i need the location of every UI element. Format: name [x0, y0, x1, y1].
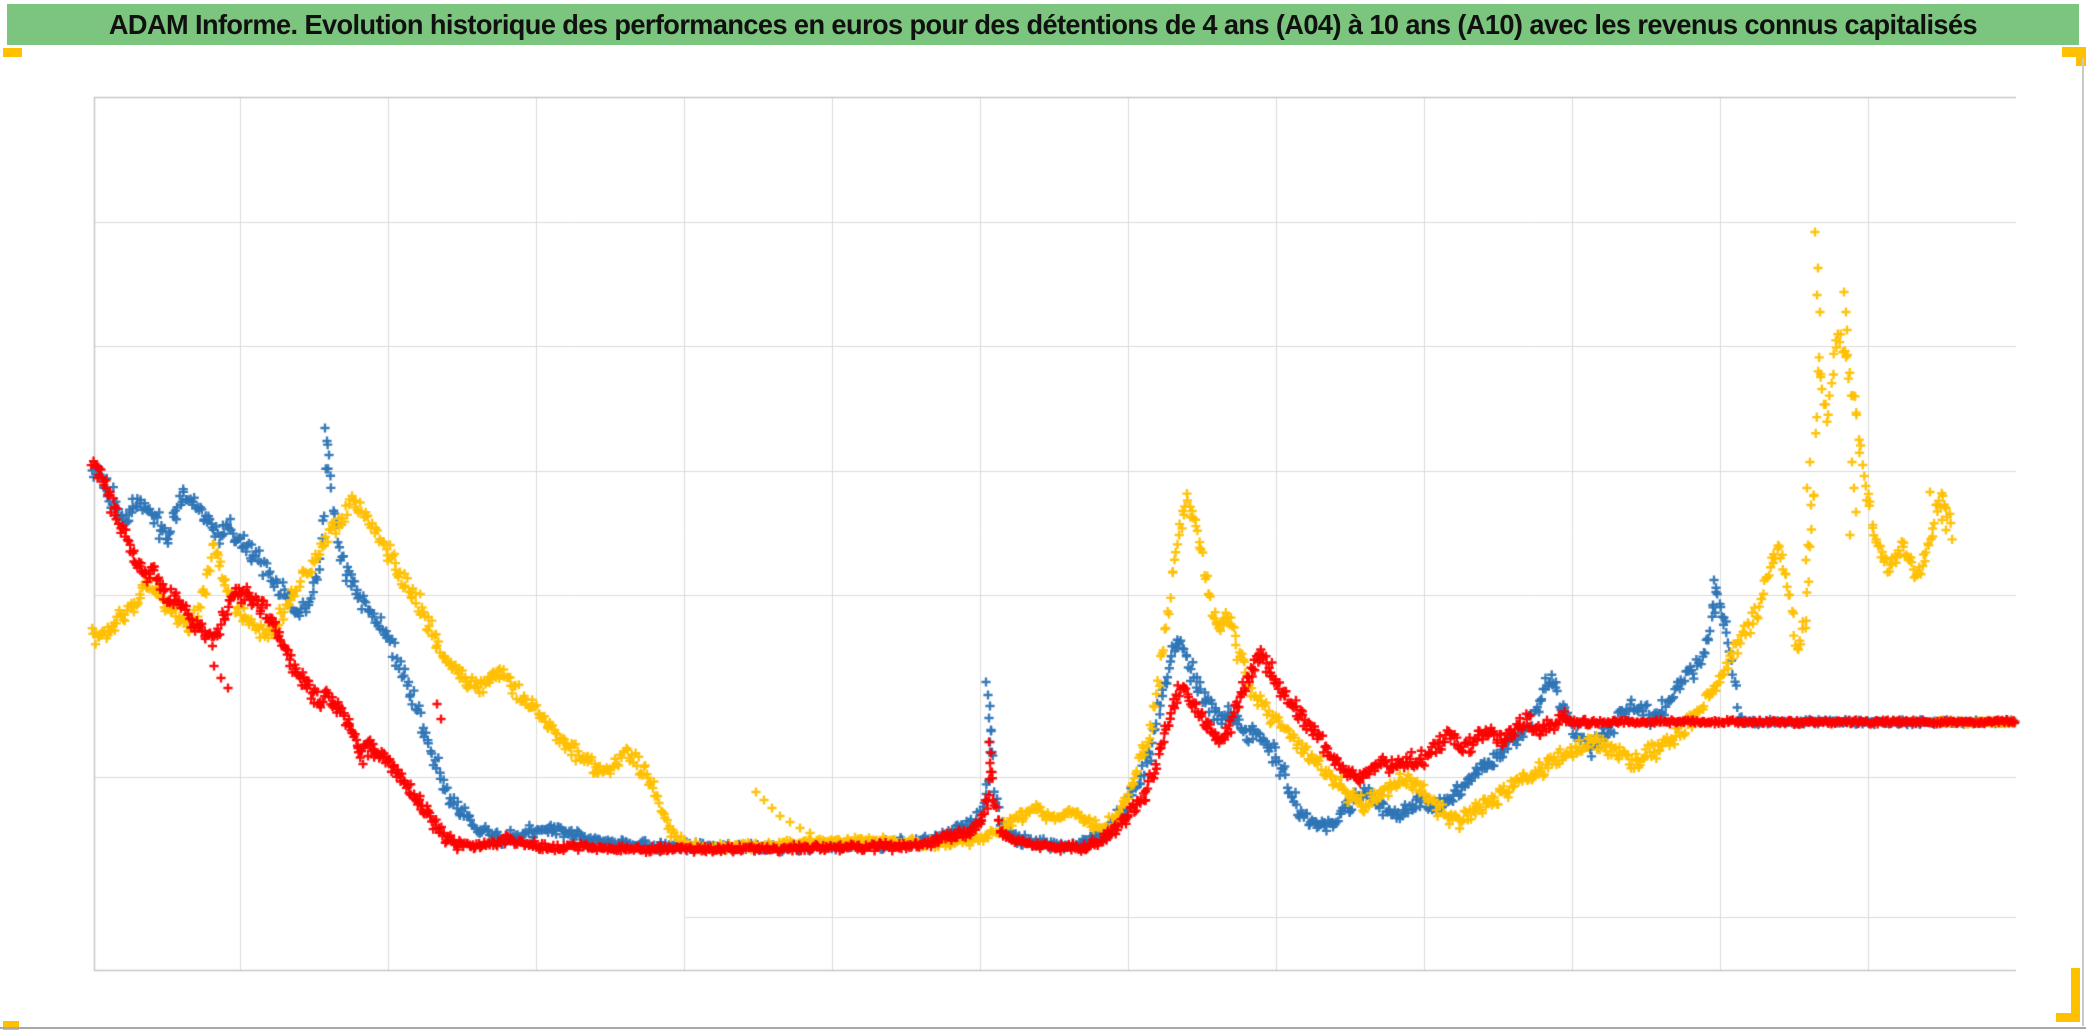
- selection-handle-bottom-right[interactable]: [2056, 1013, 2080, 1022]
- selection-handle-top-right[interactable]: [2062, 47, 2086, 57]
- chart-title-bar: ADAM Informe. Evolution historique des p…: [7, 4, 2079, 45]
- chart-frame-right-border: [2082, 58, 2084, 1026]
- selection-handle-bottom-left[interactable]: [3, 1021, 19, 1030]
- chart-frame-bottom-border: [0, 1027, 2086, 1029]
- selection-handle-top-left[interactable]: [3, 48, 22, 57]
- selection-handle-bottom-right-stub[interactable]: [2071, 968, 2080, 1022]
- chart-title: ADAM Informe. Evolution historique des p…: [108, 8, 1978, 40]
- selection-handle-top-right-stub[interactable]: [2076, 47, 2086, 66]
